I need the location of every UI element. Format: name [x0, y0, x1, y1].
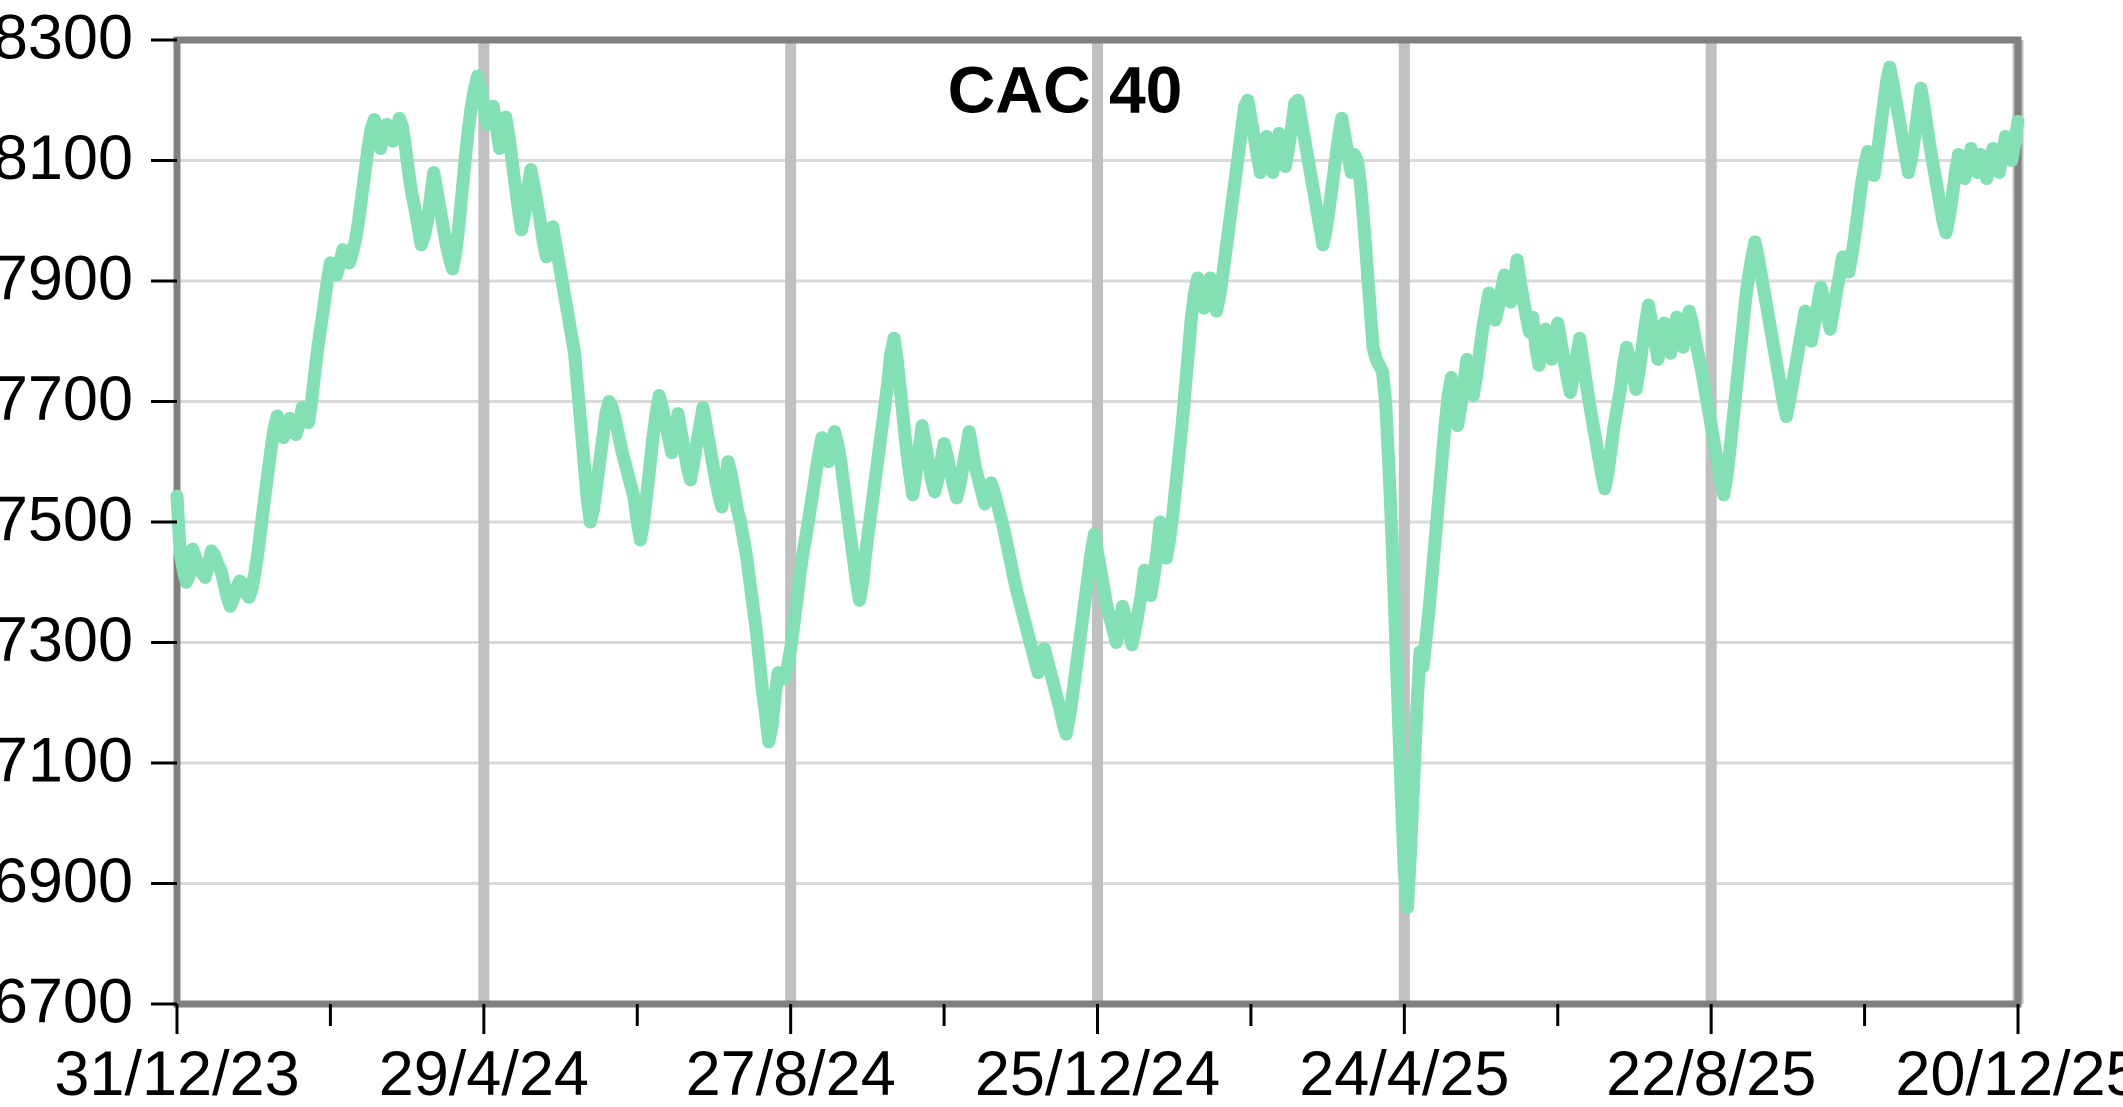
data-series-group: [170, 60, 2025, 915]
x-axis-tick-label: 20/12/25: [1895, 1039, 2123, 1107]
x-axis-tick-label: 24/4/25: [1299, 1039, 1509, 1107]
x-axis-tick-labels: 31/12/23 29/4/24 27/8/24 25/12/24 24/4/25 22/…: [54, 1039, 2123, 1107]
y-axis-tick-label: 7300: [0, 605, 133, 675]
x-axis-tick-label: 27/8/24: [686, 1039, 896, 1107]
y-axis-tick-labels: 8300 8100 7900 7700 7500 7300 7100 6900 6700: [0, 3, 133, 1037]
x-axis-tick-label: 29/4/24: [379, 1039, 589, 1107]
chart-title: CAC 40: [948, 52, 1183, 126]
y-axis-tick-label: 6900: [0, 846, 133, 916]
y-axis-tick-label: 7500: [0, 485, 133, 555]
y-axis-tick-label: 8100: [0, 123, 133, 193]
series-line-cac40: [170, 60, 2025, 915]
x-axis-tick-label: 25/12/24: [975, 1039, 1220, 1107]
y-axis-tick-label: 7700: [0, 364, 133, 434]
y-axis-tick-label: 6700: [0, 967, 133, 1037]
x-axis-tick-label: 22/8/25: [1606, 1039, 1816, 1107]
x-axis-tick-label: 31/12/23: [54, 1039, 299, 1107]
y-axis-tick-label: 7900: [0, 244, 133, 314]
y-axis-ticks: [151, 38, 177, 1006]
x-axis-ticks: [175, 1004, 2020, 1034]
y-axis-tick-label: 7100: [0, 726, 133, 796]
y-axis-tick-label: 8300: [0, 3, 133, 73]
